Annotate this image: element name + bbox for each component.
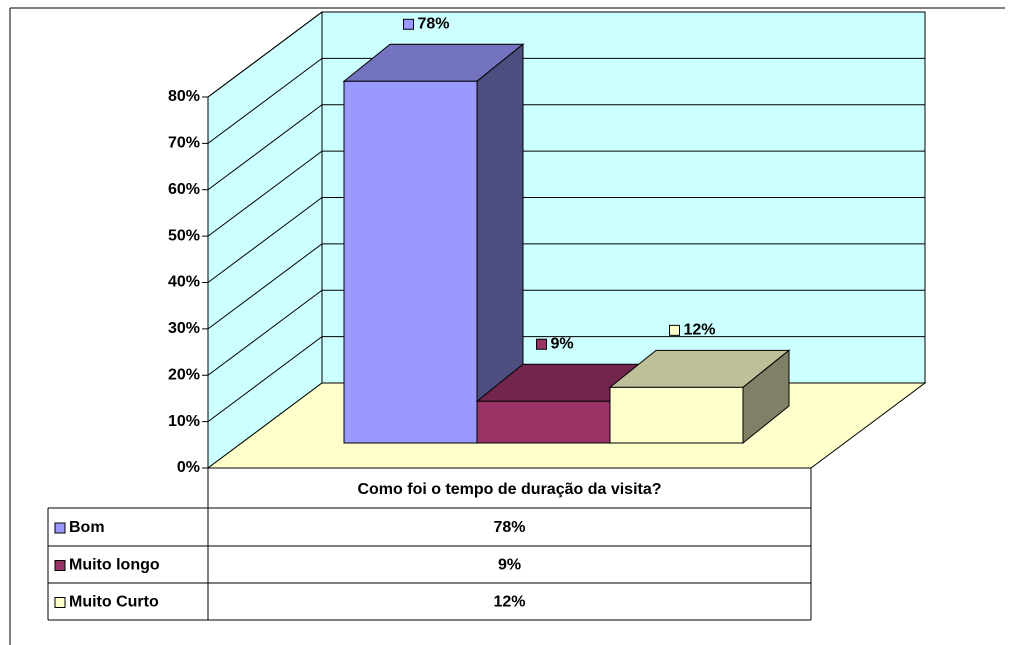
- y-tick-label: 60%: [168, 181, 200, 198]
- y-tick-label: 40%: [168, 274, 200, 291]
- value-label-key: [536, 338, 547, 350]
- legend-key: [54, 522, 66, 534]
- legend-label: Bom: [69, 519, 105, 536]
- table-value: 12%: [493, 594, 525, 611]
- legend-key: [54, 560, 66, 571]
- grid-line: [207, 104, 323, 191]
- value-label: 12%: [684, 322, 716, 339]
- value-label-key: [403, 18, 414, 30]
- grid-line: [207, 336, 323, 423]
- grid-line: [207, 289, 323, 376]
- y-tick-label: 70%: [168, 135, 200, 152]
- category-label: Como foi o tempo de duração da visita?: [357, 481, 661, 498]
- y-tick-label: 50%: [168, 227, 200, 244]
- bar: [476, 400, 611, 444]
- bar: [343, 80, 478, 444]
- y-tick-label: 0%: [177, 459, 200, 476]
- grid-line: [207, 243, 323, 330]
- y-tick-label: 20%: [168, 366, 200, 383]
- grid-line: [207, 150, 323, 237]
- table-value: 9%: [498, 557, 521, 574]
- grid-line: [207, 11, 323, 98]
- legend-key: [54, 597, 66, 608]
- value-label-key: [669, 324, 680, 336]
- legend-label: Muito Curto: [69, 594, 159, 611]
- value-label: 9%: [551, 335, 574, 352]
- y-tick-label: 80%: [168, 88, 200, 105]
- value-label: 78%: [418, 15, 450, 32]
- grid-line: [207, 57, 323, 144]
- table-value: 78%: [493, 519, 525, 536]
- bar: [609, 386, 744, 444]
- legend-label: Muito longo: [69, 557, 160, 574]
- y-tick-label: 10%: [168, 413, 200, 430]
- y-tick-label: 30%: [168, 320, 200, 337]
- grid-line: [207, 197, 323, 283]
